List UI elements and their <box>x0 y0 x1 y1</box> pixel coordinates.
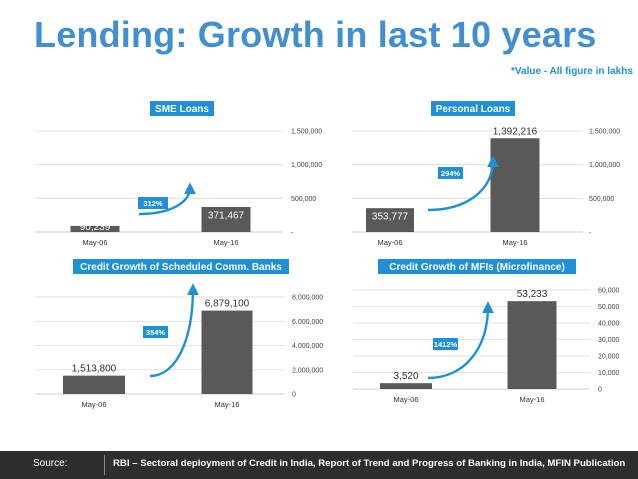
y-tick-label: 1,000,000 <box>589 162 620 169</box>
x-tick-label: May-06 <box>377 238 402 247</box>
x-tick-label: May-16 <box>519 395 544 404</box>
x-tick-label: May-16 <box>213 238 238 247</box>
bar[interactable] <box>201 206 251 232</box>
growth-percentage: 354% <box>146 328 166 337</box>
y-tick-label: 0 <box>598 387 602 394</box>
bar[interactable] <box>380 383 432 389</box>
y-tick-label: 2,000,000 <box>292 367 323 374</box>
y-tick-label: 30,000 <box>598 337 620 344</box>
y-tick-label: 500,000 <box>291 196 316 203</box>
growth-badge <box>433 338 458 350</box>
slide-title: Lending: Growth in last 10 years <box>34 14 597 55</box>
data-label: 90,239 <box>80 222 111 233</box>
footer-source-label: Source: <box>33 458 68 469</box>
chart-title-box <box>378 259 576 274</box>
growth-arrow <box>427 155 499 212</box>
chart-title-box <box>73 259 289 274</box>
growth-percentage: 1412% <box>434 340 458 349</box>
chart-title: SME Loans <box>155 104 209 115</box>
y-tick-label: 40,000 <box>598 321 620 328</box>
x-tick-label: May-06 <box>393 395 418 404</box>
y-tick-label: 6,000,000 <box>292 319 323 326</box>
data-label: 1,392,216 <box>493 126 538 137</box>
y-tick-label: 1,500,000 <box>291 129 322 136</box>
growth-arrow <box>149 283 199 378</box>
y-tick-label: - <box>291 230 294 237</box>
x-tick-label: May-06 <box>82 238 107 247</box>
value-note: *Value - All figure in lakhs <box>511 66 633 77</box>
growth-badge <box>438 167 463 179</box>
bar[interactable] <box>63 375 125 394</box>
chart-title: Personal Loans <box>436 104 511 115</box>
growth-badge <box>143 326 168 338</box>
y-tick-label: 1,500,000 <box>589 129 620 136</box>
x-tick-label: May-06 <box>81 400 106 409</box>
bar[interactable] <box>490 138 540 232</box>
y-tick-label: 10,000 <box>598 370 620 377</box>
growth-badge <box>138 197 168 209</box>
x-tick-label: May-16 <box>502 238 527 247</box>
data-label: 353,777 <box>372 212 409 223</box>
x-tick-label: May-16 <box>214 400 239 409</box>
footer-source-text: RBI – Sectoral deployment of Credit in I… <box>113 458 626 469</box>
y-tick-label: 20,000 <box>598 354 620 361</box>
bar[interactable] <box>366 208 414 232</box>
footer-divider <box>104 455 105 475</box>
chart-title: Credit Growth of Scheduled Comm. Banks <box>80 262 282 273</box>
y-tick-label: 60,000 <box>598 288 620 295</box>
y-tick-label: 4,000,000 <box>292 343 323 350</box>
y-tick-label: 0 <box>292 392 296 399</box>
y-tick-label: 1,000,000 <box>291 162 322 169</box>
data-label: 3,520 <box>393 371 418 382</box>
growth-arrow <box>138 182 196 216</box>
chart-title: Credit Growth of MFIs (Microfinance) <box>389 262 565 273</box>
y-tick-label: 50,000 <box>598 304 620 311</box>
chart-title-box <box>431 101 515 116</box>
growth-percentage: 294% <box>441 169 461 178</box>
growth-arrow <box>427 301 494 380</box>
chart-title-box <box>150 101 214 116</box>
y-tick-label: 8,000,000 <box>292 295 323 302</box>
bar[interactable] <box>507 301 557 389</box>
y-tick-label: 500,000 <box>589 196 614 203</box>
data-label: 6,879,100 <box>205 299 250 310</box>
y-tick-label: - <box>589 230 592 237</box>
data-label: 1,513,800 <box>72 364 117 375</box>
bar[interactable] <box>70 225 120 232</box>
data-label: 53,233 <box>517 289 548 300</box>
footer-bar: Source: RBI – Sectoral deployment of Cre… <box>0 451 638 479</box>
bar[interactable] <box>201 310 253 394</box>
data-label: 371,467 <box>208 210 245 221</box>
growth-percentage: 312% <box>143 199 163 208</box>
